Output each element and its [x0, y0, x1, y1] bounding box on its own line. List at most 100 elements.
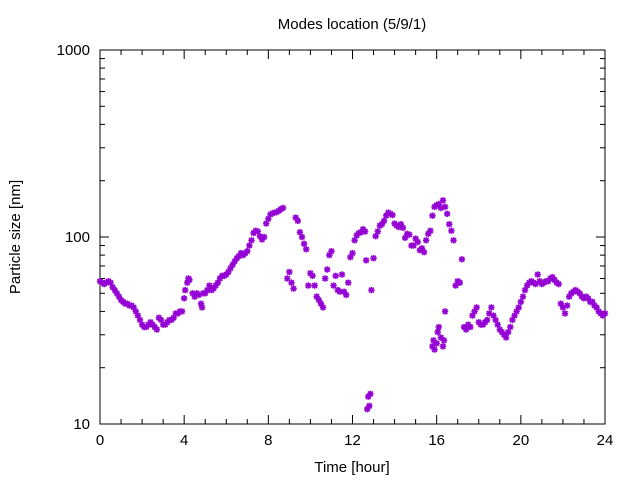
y-tick-label: 100: [65, 229, 90, 246]
data-point: [443, 210, 451, 218]
data-point: [309, 272, 316, 280]
x-axis-label: Time [hour]: [314, 459, 389, 476]
data-point: [515, 304, 522, 311]
x-tick-label: 24: [597, 432, 614, 449]
data-point: [367, 390, 374, 398]
data-point: [561, 310, 569, 317]
data-point: [328, 247, 335, 255]
x-axis-ticks: 0 4 8 12 16 20 24: [96, 50, 614, 449]
data-point: [374, 228, 381, 235]
data-point: [370, 255, 377, 262]
data-point: [303, 246, 310, 253]
data-point: [427, 227, 434, 234]
data-point: [248, 237, 255, 244]
x-tick-label: 8: [264, 432, 272, 449]
data-point: [473, 304, 480, 311]
data-point: [433, 340, 440, 347]
data-point: [153, 326, 161, 333]
data-points: [96, 197, 609, 413]
data-point: [399, 224, 407, 231]
data-point: [450, 237, 457, 244]
data-point: [214, 279, 222, 286]
x-tick-label: 12: [344, 432, 361, 449]
data-point: [494, 321, 501, 328]
data-point: [260, 233, 268, 241]
data-point: [284, 275, 291, 282]
data-point: [246, 242, 253, 249]
data-point: [305, 282, 312, 289]
data-point: [422, 237, 430, 244]
data-point: [434, 328, 441, 336]
data-point: [244, 247, 251, 255]
data-point: [456, 279, 464, 286]
data-point: [380, 217, 388, 225]
data-point: [435, 323, 442, 331]
chart-title: Modes location (5/9/1): [278, 16, 426, 33]
data-point: [502, 334, 510, 341]
y-tick-label: 1000: [57, 42, 90, 59]
data-point: [290, 285, 297, 292]
data-point: [351, 237, 358, 244]
plot-border: [99, 49, 606, 425]
y-axis-ticks: 10 100 1000: [57, 42, 605, 433]
data-point: [563, 302, 571, 309]
data-point: [321, 275, 329, 282]
data-point: [441, 308, 449, 315]
data-point: [439, 197, 447, 204]
data-point: [332, 272, 339, 280]
data-point: [198, 304, 206, 311]
data-point: [532, 280, 539, 288]
data-point: [338, 271, 346, 278]
data-point: [519, 293, 527, 300]
data-point: [288, 279, 295, 286]
data-point: [439, 343, 447, 350]
data-point: [182, 286, 189, 294]
data-point: [345, 279, 352, 286]
data-point: [330, 282, 337, 289]
data-point: [534, 271, 541, 278]
data-point: [319, 304, 327, 311]
data-point: [362, 257, 370, 264]
data-point: [431, 346, 438, 353]
data-point: [180, 295, 188, 302]
data-point: [178, 308, 186, 315]
data-point: [429, 212, 436, 219]
data-point: [448, 227, 455, 234]
data-point: [361, 228, 369, 235]
x-tick-label: 20: [512, 432, 529, 449]
x-tick-label: 4: [180, 432, 188, 449]
data-point: [366, 402, 373, 410]
data-point: [507, 323, 514, 331]
data-point: [406, 231, 413, 238]
data-point: [458, 256, 466, 263]
data-point: [298, 233, 306, 241]
data-point: [300, 240, 308, 247]
data-point: [389, 211, 396, 219]
data-point: [483, 316, 491, 324]
data-point: [440, 337, 448, 344]
data-point: [420, 248, 428, 256]
data-point: [505, 328, 512, 336]
data-point: [294, 217, 301, 225]
data-point: [467, 323, 474, 331]
data-point: [414, 238, 421, 246]
data-point: [368, 286, 375, 294]
data-point: [279, 204, 287, 212]
data-point: [311, 282, 318, 289]
data-point: [324, 266, 331, 273]
data-point: [446, 221, 453, 228]
y-tick-label: 10: [73, 416, 90, 433]
y-axis-label: Particle size [nm]: [7, 180, 24, 294]
x-tick-label: 16: [428, 432, 445, 449]
x-tick-label: 0: [96, 432, 104, 449]
data-point: [488, 304, 495, 311]
data-point: [601, 310, 609, 317]
data-point: [517, 298, 525, 306]
data-point: [342, 291, 350, 299]
data-point: [349, 249, 356, 257]
plot-frame: [99, 49, 606, 425]
data-point: [186, 276, 193, 284]
data-point: [197, 300, 205, 307]
